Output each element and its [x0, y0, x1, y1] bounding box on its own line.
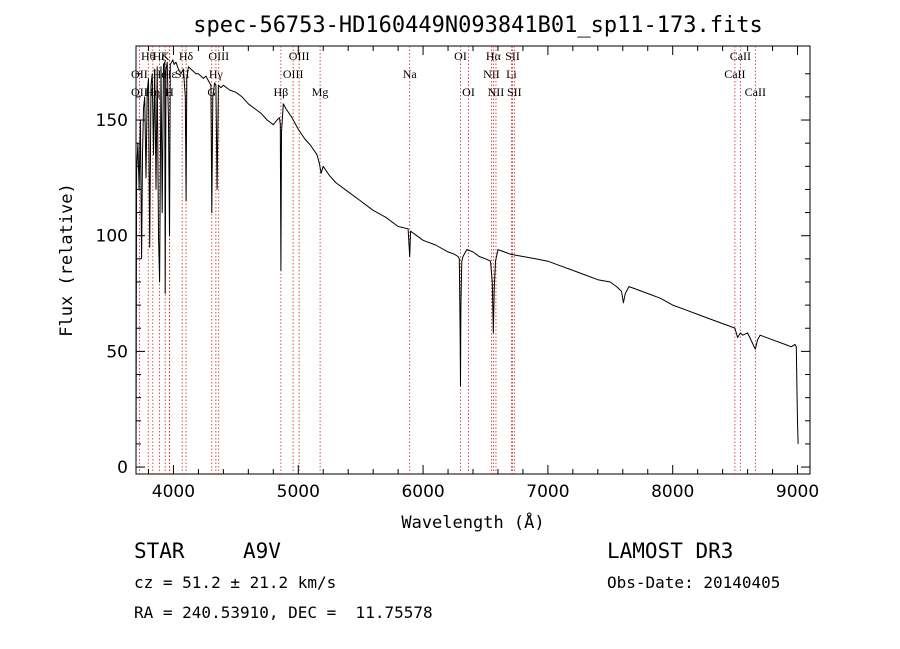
x-tick-label: 8000 — [651, 482, 694, 502]
x-tick-label: 4000 — [152, 482, 195, 502]
line-label: OIII — [208, 49, 229, 63]
line-label: Hγ — [209, 67, 224, 81]
y-axis-label: Flux (relative) — [57, 183, 77, 337]
line-label: NII — [488, 85, 505, 99]
line-label: OII — [131, 85, 148, 99]
line-label: Hα — [486, 49, 502, 63]
line-label: OIII — [283, 67, 304, 81]
plot-frame — [135, 45, 811, 475]
x-tick-label: 5000 — [277, 482, 320, 502]
line-label: OIII — [289, 49, 310, 63]
line-label: Hβ — [274, 85, 289, 99]
x-tick-label: 9000 — [776, 482, 819, 502]
line-label: Li — [506, 67, 517, 81]
line-label: Mg — [312, 85, 329, 99]
coordinates: RA = 240.53910, DEC = 11.75578 — [134, 603, 433, 622]
line-label: NII — [483, 67, 500, 81]
line-label: CaII — [730, 49, 751, 63]
line-label: Na — [403, 67, 418, 81]
y-tick-label: 0 — [117, 458, 128, 478]
line-label: K — [161, 49, 170, 63]
survey-label: LAMOST DR3 — [607, 539, 734, 563]
x-tick-label: 7000 — [526, 482, 569, 502]
line-label: G — [207, 85, 216, 99]
line-label: SII — [505, 49, 520, 63]
line-label: Hθ — [141, 49, 156, 63]
y-tick-label: 150 — [96, 111, 128, 131]
line-label: Hδ — [179, 49, 194, 63]
spectrum-series — [135, 59, 799, 468]
x-tick-label: 6000 — [401, 482, 444, 502]
line-label: OI — [462, 85, 475, 99]
y-tick-label: 100 — [96, 227, 128, 247]
line-label: SII — [507, 85, 522, 99]
obs-date: Obs-Date: 20140405 — [607, 573, 781, 592]
object-type: STAR — [134, 539, 185, 563]
line-label: Hζ — [153, 49, 167, 63]
x-axis-label: Wavelength (Å) — [401, 511, 544, 533]
line-label: CaII — [745, 85, 766, 99]
chart-title: spec-56753-HD160449N093841B01_sp11-173.f… — [193, 13, 763, 38]
line-label: OI — [454, 49, 467, 63]
redshift-text: cz = 51.2 ± 21.2 km/s — [134, 573, 337, 592]
y-tick-label: 50 — [106, 342, 128, 362]
line-label: CaII — [724, 67, 745, 81]
spectral-subclass: A9V — [243, 539, 281, 563]
